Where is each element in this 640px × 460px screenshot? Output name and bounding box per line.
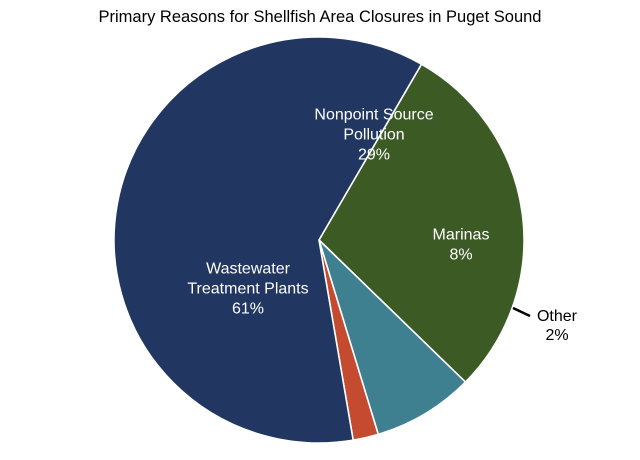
pie-slices xyxy=(113,36,525,444)
pie-labels: Nonpoint Source Pollution 29% Marinas 8% Othe… xyxy=(187,107,577,345)
slice-value-label: 2% xyxy=(545,327,568,344)
pie-slice-wwtp xyxy=(113,36,423,444)
slice-label-wwtp: Wastewater Treatment Plants 61% xyxy=(187,261,308,318)
slice-label-line: Treatment Plants xyxy=(187,281,308,298)
slice-label-line: Pollution xyxy=(343,127,404,144)
slice-label-other: Other 2% xyxy=(537,308,578,344)
slice-value-label: 61% xyxy=(232,301,264,318)
slice-label-line: Other xyxy=(537,308,578,325)
pie-slice-marinas xyxy=(318,239,467,436)
slice-label-marinas: Marinas 8% xyxy=(433,227,490,264)
slice-label-line: Nonpoint Source xyxy=(314,107,433,124)
slice-value-label: 29% xyxy=(358,147,390,164)
pie-slice-npsp xyxy=(318,63,525,383)
slice-value-label: 8% xyxy=(449,247,472,264)
slice-label-npsp: Nonpoint Source Pollution 29% xyxy=(314,107,433,164)
chart-title: Primary Reasons for Shellfish Area Closu… xyxy=(99,8,542,26)
slice-label-line: Wastewater xyxy=(206,261,291,278)
slice-label-line: Marinas xyxy=(433,227,490,244)
leader-line-other xyxy=(512,306,531,318)
